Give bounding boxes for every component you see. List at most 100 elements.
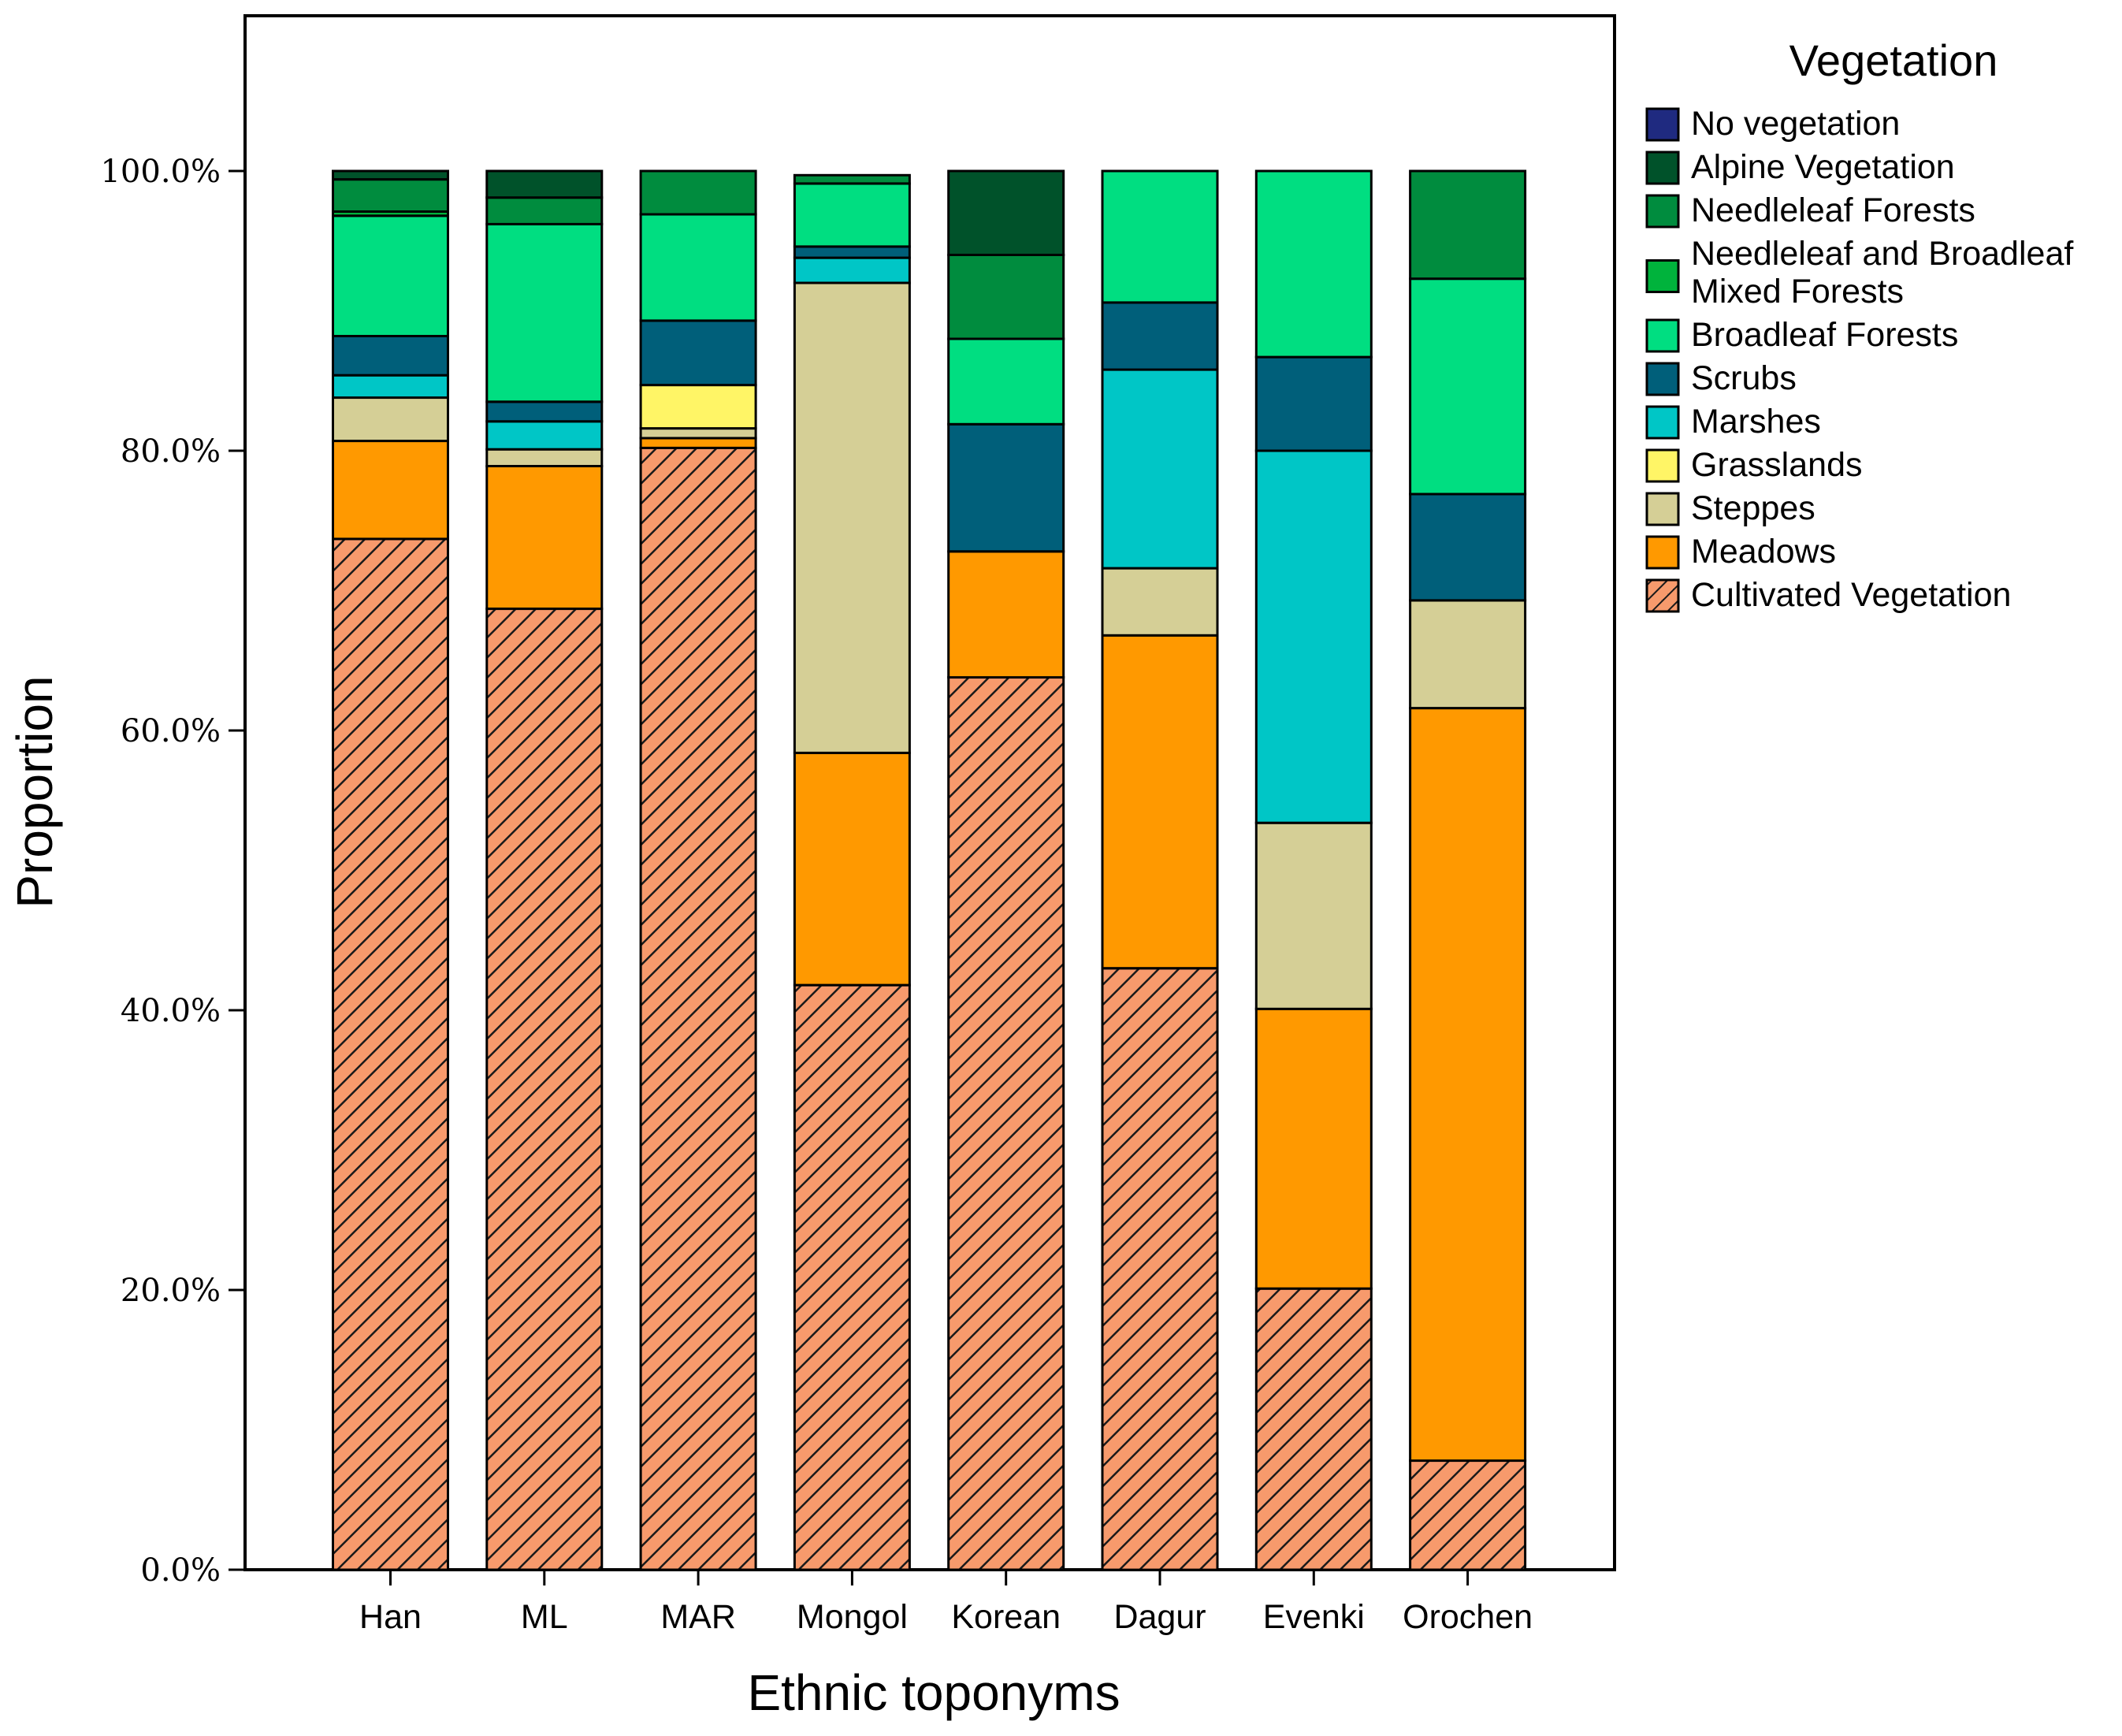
y-tick-label: 0.0% <box>140 1552 221 1589</box>
bar-segment-ml-broadleaf-forests <box>485 222 604 403</box>
bar-segment-korean-alpine-vegetation <box>947 169 1065 256</box>
bar-segment-mongol-meadows <box>793 751 911 987</box>
x-axis-title: Ethnic toponyms <box>747 1664 1120 1721</box>
y-axis-title: Proportion <box>6 675 63 908</box>
bar-segment-orochen-steppes <box>1409 599 1527 710</box>
bar-segment-dagur-cultivated-vegetation <box>1101 967 1219 1571</box>
bar-segment-orochen-scrubs <box>1409 493 1527 602</box>
y-tick-label: 80.0% <box>121 433 221 470</box>
y-tick-label: 60.0% <box>121 713 221 749</box>
y-tick-label: 100.0% <box>100 154 221 190</box>
bar-segment-evenki-cultivated-vegetation <box>1254 1287 1373 1571</box>
x-tick-label-orochen: Orochen <box>1403 1598 1533 1636</box>
bar-segment-han-marshes <box>332 374 449 400</box>
bar-segment-korean-needleleaf-forests <box>947 254 1065 340</box>
legend-label: Steppes <box>1691 489 1815 527</box>
bar-segment-ml-meadows <box>485 465 604 610</box>
legend-swatch <box>1645 448 1680 483</box>
bar-segment-korean-cultivated-vegetation <box>947 676 1065 1571</box>
bar-han <box>332 169 449 1571</box>
bar-segment-han-meadows <box>332 440 449 541</box>
legend-label: Needleleaf and Broadleaf Mixed Forests <box>1691 235 2074 310</box>
bar-segment-ml-scrubs <box>485 400 604 423</box>
bar-segment-mar-meadows <box>639 437 757 449</box>
bar-segment-mongol-needleleaf-forests <box>793 173 911 185</box>
legend-label: Needleleaf Forests <box>1691 191 1975 229</box>
legend-item-scrubs: Scrubs <box>1645 359 1797 397</box>
bar-segment-han-cultivated-vegetation <box>332 537 449 1571</box>
legend-label: Cultivated Vegetation <box>1691 576 2011 614</box>
bar-segment-orochen-meadows <box>1409 707 1527 1463</box>
bar-segment-evenki-scrubs <box>1254 355 1373 452</box>
bar-segment-evenki-broadleaf-forests <box>1254 169 1373 359</box>
bar-segment-mongol-marshes <box>793 256 911 284</box>
x-tick-label-mongol: Mongol <box>797 1598 908 1636</box>
legend-item-alpine-vegetation: Alpine Vegetation <box>1645 148 1955 186</box>
bar-segment-evenki-steppes <box>1254 821 1373 1010</box>
legend-item-needleleaf-forests: Needleleaf Forests <box>1645 191 1975 229</box>
bar-segment-mar-broadleaf-forests <box>639 213 757 322</box>
legend-item-cultivated-vegetation: Cultivated Vegetation <box>1645 576 2011 614</box>
bar-segment-korean-broadleaf-forests <box>947 337 1065 426</box>
legend-label: Meadows <box>1691 533 1836 571</box>
x-tick-label-han: Han <box>359 1598 422 1636</box>
bar-segment-ml-needleleaf-forests <box>485 196 604 225</box>
legend-swatch <box>1645 535 1680 570</box>
bar-korean <box>947 169 1065 1571</box>
x-tick-label-evenki: Evenki <box>1263 1598 1365 1636</box>
bar-segment-han-alpine-vegetation <box>332 169 449 181</box>
bar-segment-orochen-cultivated-vegetation <box>1409 1459 1527 1571</box>
legend-label: Grasslands <box>1691 446 1862 484</box>
legend-item-broadleaf-forests: Broadleaf Forests <box>1645 316 1958 354</box>
bar-segment-dagur-steppes <box>1101 567 1219 637</box>
legend: Vegetation No vegetation Alpine Vegetatio… <box>1645 35 2074 614</box>
bar-segment-mar-steppes <box>639 427 757 440</box>
bar-segment-orochen-needleleaf-forests <box>1409 169 1527 281</box>
legend-label: No vegetation <box>1691 105 1900 143</box>
bar-segment-korean-scrubs <box>947 422 1065 553</box>
bar-evenki <box>1254 169 1373 1571</box>
x-tick-label-mar: MAR <box>660 1598 736 1636</box>
bar-segment-korean-meadows <box>947 550 1065 679</box>
bar-dagur <box>1101 169 1219 1571</box>
legend-swatch <box>1645 194 1680 229</box>
legend-label: Alpine Vegetation <box>1691 148 1955 186</box>
x-tick-label-korean: Korean <box>951 1598 1061 1636</box>
legend-item-grasslands: Grasslands <box>1645 446 1862 484</box>
bar-orochen <box>1409 169 1527 1571</box>
axes-layer: 0.0% 20.0% 40.0% 60.0% 80.0% 100.0% Han ML MAR Mo… <box>100 154 1533 1636</box>
legend-swatch <box>1645 151 1680 185</box>
bar-segment-mar-scrubs <box>639 319 757 387</box>
bar-segment-ml-steppes <box>485 448 604 468</box>
bar-segment-mongol-scrubs <box>793 245 911 259</box>
legend-label: Marshes <box>1691 403 1821 441</box>
bar-segment-dagur-meadows <box>1101 634 1219 970</box>
legend-label: Scrubs <box>1691 359 1797 397</box>
legend-swatch <box>1645 405 1680 440</box>
bar-segment-han-needleleaf-forests <box>332 178 449 213</box>
y-tick-label: 40.0% <box>121 993 221 1029</box>
bars-layer <box>332 169 1527 1571</box>
legend-label: Broadleaf Forests <box>1691 316 1958 354</box>
legend-item-steppes: Steppes <box>1645 489 1815 527</box>
bar-segment-han-broadleaf-forests <box>332 214 449 337</box>
plot-area-frame <box>243 14 1616 1571</box>
bar-segment-mongol-cultivated-vegetation <box>793 983 911 1571</box>
legend-swatch <box>1645 362 1680 396</box>
bar-mar <box>639 169 757 1571</box>
legend-item-marshes: Marshes <box>1645 403 1821 441</box>
bar-segment-mongol-steppes <box>793 281 911 754</box>
bar-segment-orochen-broadleaf-forests <box>1409 277 1527 496</box>
legend-swatch <box>1645 107 1680 142</box>
legend-item-meadows: Meadows <box>1645 533 1836 571</box>
y-tick-label: 20.0% <box>121 1273 221 1309</box>
bar-segment-mongol-broadleaf-forests <box>793 182 911 248</box>
legend-item-no-vegetation: No vegetation <box>1645 105 1900 143</box>
bar-segment-mar-cultivated-vegetation <box>639 446 757 1571</box>
legend-swatch <box>1645 259 1680 293</box>
bar-segment-evenki-meadows <box>1254 1007 1373 1290</box>
bar-segment-ml-marshes <box>485 420 604 451</box>
bar-segment-han-scrubs <box>332 335 449 377</box>
